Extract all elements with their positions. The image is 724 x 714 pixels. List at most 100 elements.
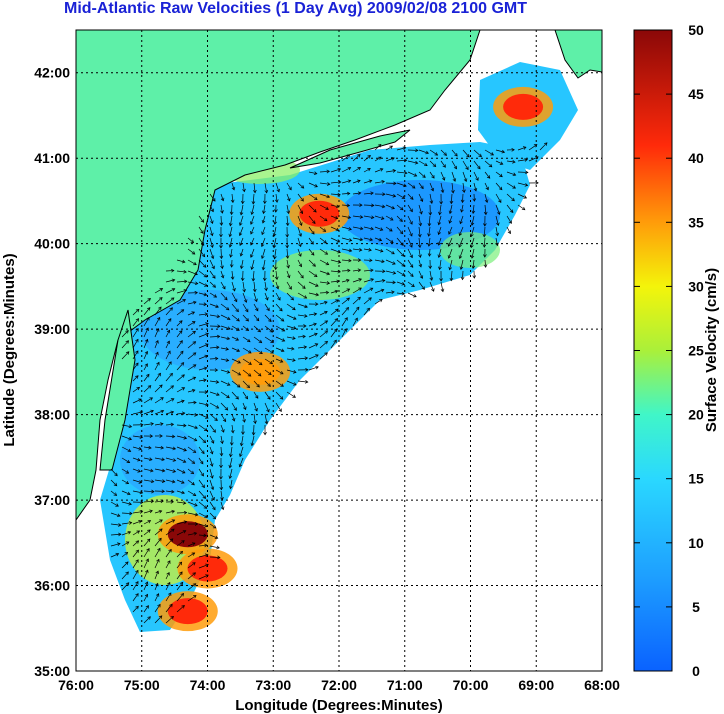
- velocity-arrow-head: [183, 423, 187, 428]
- velocity-arrow: [341, 307, 349, 316]
- velocity-arrow-head: [315, 292, 320, 297]
- velocity-arrow: [143, 339, 148, 349]
- velocity-arrow-head: [298, 253, 302, 257]
- velocity-arrow-head: [191, 552, 196, 556]
- velocity-arrow: [176, 412, 185, 415]
- velocity-arrow-head: [334, 318, 339, 322]
- velocity-arrow-head: [346, 154, 351, 158]
- velocity-arrow: [154, 468, 165, 472]
- velocity-arrow: [143, 457, 153, 461]
- velocity-arrow: [132, 559, 139, 569]
- velocity-arrow: [286, 292, 294, 301]
- velocity-arrow: [176, 280, 187, 283]
- velocity-arrow: [297, 346, 307, 349]
- velocity-arrow: [418, 248, 421, 258]
- velocity-arrow: [274, 215, 277, 225]
- velocity-arrow-head: [277, 297, 281, 301]
- velocity-arrow: [121, 501, 132, 505]
- velocity-arrow: [319, 215, 328, 222]
- velocity-arrow-head: [292, 358, 296, 362]
- velocity-arrow: [330, 181, 341, 184]
- velocity-arrow: [110, 543, 121, 547]
- velocity-arrow: [121, 571, 129, 580]
- velocity-arrow-head: [288, 186, 292, 191]
- velocity-arrow: [297, 248, 302, 257]
- velocity-arrow-head: [251, 201, 256, 205]
- velocity-arrow: [154, 362, 160, 371]
- velocity-arrow: [187, 446, 196, 453]
- velocity-arrow-head: [326, 169, 330, 174]
- velocity-arrow-head: [379, 299, 383, 303]
- velocity-arrow-head: [135, 375, 139, 379]
- velocity-arrow-head: [369, 237, 374, 242]
- velocity-arrow: [154, 500, 164, 503]
- velocity-arrow-head: [171, 528, 175, 533]
- velocity-arrow-head: [409, 208, 413, 213]
- velocity-arrow-head: [303, 345, 308, 350]
- velocity-arrow-head: [430, 187, 435, 192]
- velocity-arrow: [429, 248, 431, 257]
- velocity-arrow: [110, 512, 121, 517]
- velocity-arrow-head: [138, 446, 143, 451]
- velocity-arrow-head: [239, 211, 244, 216]
- velocity-arrow-head: [212, 275, 216, 279]
- velocity-arrow-head: [543, 142, 548, 146]
- velocity-arrow: [330, 168, 341, 173]
- velocity-arrow-head: [212, 525, 217, 529]
- velocity-arrow-head: [470, 222, 475, 226]
- velocity-arrow: [187, 259, 197, 266]
- velocity-arrow-head: [229, 254, 233, 258]
- velocity-arrow: [154, 423, 164, 426]
- velocity-arrow: [308, 171, 317, 175]
- velocity-arrow-head: [313, 171, 318, 175]
- velocity-arrow: [132, 457, 141, 461]
- velocity-arrow-head: [334, 289, 339, 294]
- velocity-arrow-head: [148, 457, 153, 462]
- velocity-arrow: [330, 299, 339, 305]
- velocity-arrow: [330, 259, 341, 263]
- velocity-arrow-head: [312, 263, 316, 267]
- velocity-arrow: [429, 281, 435, 292]
- velocity-arrow: [143, 423, 154, 426]
- velocity-arrow-head: [161, 468, 166, 473]
- velocity-arrow-head: [419, 198, 424, 203]
- velocity-arrow: [448, 237, 453, 247]
- velocity-arrow: [110, 468, 118, 477]
- velocity-arrow: [209, 468, 213, 479]
- velocity-arrow-head: [252, 189, 257, 194]
- velocity-arrow: [176, 446, 187, 451]
- velocity-arrow-head: [369, 258, 373, 263]
- velocity-arrow-head: [158, 615, 163, 619]
- velocity-arrow: [517, 182, 528, 186]
- velocity-arrow: [308, 343, 318, 349]
- velocity-arrow: [121, 552, 128, 558]
- velocity-arrow-head: [269, 360, 274, 365]
- velocity-arrow-head: [347, 166, 352, 171]
- velocity-arrow: [308, 270, 318, 277]
- velocity-arrow-head: [414, 160, 419, 165]
- velocity-arrow-head: [180, 592, 185, 597]
- velocity-arrow: [297, 303, 308, 308]
- velocity-arrow-head: [113, 482, 118, 487]
- velocity-arrow-head: [170, 385, 174, 389]
- velocity-arrow: [407, 160, 418, 164]
- velocity-arrow-head: [348, 248, 353, 253]
- velocity-arrow-head: [431, 288, 435, 292]
- velocity-arrow: [242, 402, 247, 410]
- velocity-arrow-head: [326, 281, 331, 285]
- velocity-arrow: [506, 226, 511, 234]
- velocity-arrow: [198, 379, 207, 382]
- velocity-arrow-head: [511, 147, 515, 152]
- velocity-arrow-head: [139, 410, 144, 415]
- velocity-arrow: [330, 318, 338, 327]
- velocity-arrow: [385, 270, 396, 274]
- velocity-arrow: [319, 352, 328, 360]
- velocity-arrow-head: [419, 210, 423, 215]
- velocity-arrow-head: [427, 222, 432, 227]
- velocity-arrow: [308, 366, 319, 371]
- velocity-arrow-head: [150, 479, 155, 484]
- velocity-arrow: [374, 215, 385, 220]
- velocity-arrow-head: [261, 255, 265, 260]
- velocity-arrow-head: [263, 431, 267, 436]
- velocity-arrow: [220, 248, 222, 259]
